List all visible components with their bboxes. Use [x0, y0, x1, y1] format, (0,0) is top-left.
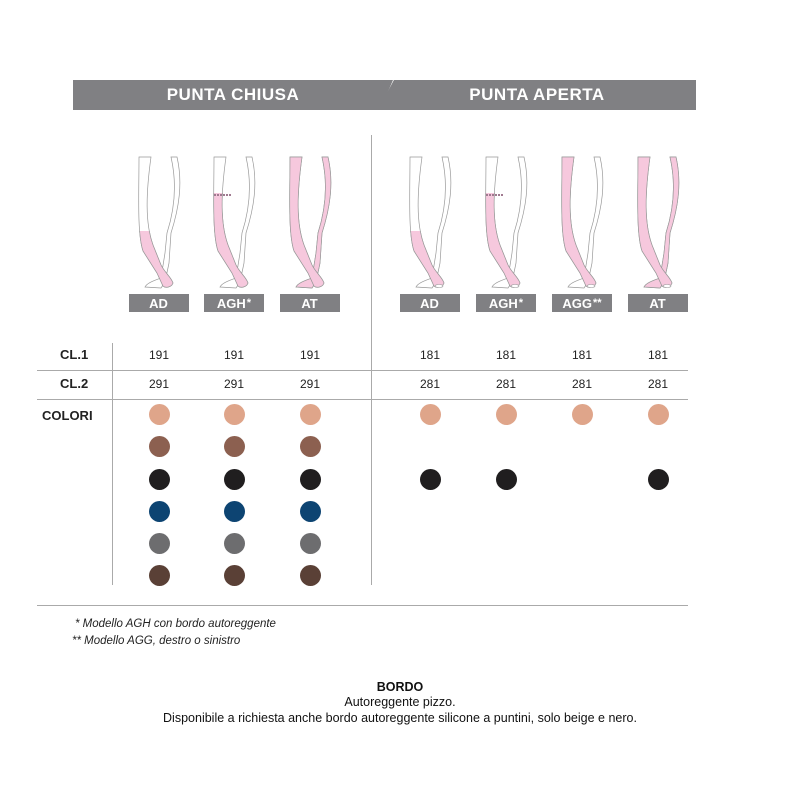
value-cl2: 291	[148, 377, 170, 391]
leg-illustration-ad	[398, 153, 462, 291]
color-swatch	[300, 565, 321, 586]
value-cl1: 181	[647, 348, 669, 362]
color-swatch	[572, 404, 593, 425]
value-cl2: 281	[647, 377, 669, 391]
row-divider-2	[37, 399, 688, 400]
value-cl1: 181	[419, 348, 441, 362]
row-label-cl2: CL.2	[60, 376, 89, 391]
color-swatch	[648, 404, 669, 425]
leg-illustration-at	[626, 153, 690, 291]
color-swatch	[149, 404, 170, 425]
color-swatch	[300, 436, 321, 457]
row-label-colori: COLORI	[42, 408, 93, 423]
color-swatch	[149, 565, 170, 586]
color-swatch	[300, 501, 321, 522]
value-cl1: 191	[223, 348, 245, 362]
color-swatch	[224, 436, 245, 457]
value-cl1: 181	[571, 348, 593, 362]
color-swatch	[149, 436, 170, 457]
model-code: AGH	[488, 295, 518, 311]
group-divider	[371, 135, 372, 585]
color-swatch	[224, 404, 245, 425]
row-label-cl1: CL.1	[60, 347, 89, 362]
leg-illustration-agh	[474, 153, 538, 291]
model-code: AT	[301, 295, 318, 311]
bottom-divider	[37, 605, 688, 606]
value-cl2: 281	[495, 377, 517, 391]
color-swatch	[420, 404, 441, 425]
model-label: AT	[280, 294, 340, 312]
header-punta-aperta: PUNTA APERTA	[378, 80, 696, 110]
leg-illustration-ad	[127, 153, 191, 291]
footnote-agg: ** Modello AGG, destro o sinistro	[72, 635, 241, 647]
color-swatch	[648, 469, 669, 490]
color-swatch	[300, 533, 321, 554]
footnote-agh: * Modello AGH con bordo autoreggente	[75, 618, 276, 630]
model-code: AT	[649, 295, 666, 311]
value-cl2: 291	[223, 377, 245, 391]
model-label: AT	[628, 294, 688, 312]
color-swatch	[496, 404, 517, 425]
color-swatch	[149, 501, 170, 522]
model-code: AD	[420, 295, 439, 311]
color-swatch	[224, 469, 245, 490]
value-cl2: 291	[299, 377, 321, 391]
color-swatch	[224, 533, 245, 554]
value-cl2: 281	[571, 377, 593, 391]
value-cl1: 191	[299, 348, 321, 362]
header-punta-chiusa: PUNTA CHIUSA	[73, 80, 393, 110]
leg-illustration-agh	[202, 153, 266, 291]
color-swatch	[149, 469, 170, 490]
model-code: AGH	[216, 295, 246, 311]
color-swatch	[300, 404, 321, 425]
model-label: AGH *	[476, 294, 536, 312]
leg-illustration-at	[278, 153, 342, 291]
footer-title: BORDO	[376, 680, 424, 694]
leg-illustration-agg	[550, 153, 614, 291]
value-cl1: 181	[495, 348, 517, 362]
color-swatch	[224, 565, 245, 586]
row-header-divider	[112, 343, 113, 585]
model-label: AD	[129, 294, 189, 312]
color-swatch	[496, 469, 517, 490]
color-swatch	[300, 469, 321, 490]
value-cl1: 191	[148, 348, 170, 362]
color-swatch	[224, 501, 245, 522]
row-divider-1	[37, 370, 688, 371]
model-label: AGH *	[204, 294, 264, 312]
footer-line-1: Autoreggente pizzo.	[344, 695, 456, 709]
model-code: AGG	[562, 295, 593, 311]
model-code: AD	[149, 295, 168, 311]
footer-line-2: Disponibile a richiesta anche bordo auto…	[163, 711, 637, 725]
model-label: AGG **	[552, 294, 612, 312]
color-swatch	[420, 469, 441, 490]
value-cl2: 281	[419, 377, 441, 391]
color-swatch	[149, 533, 170, 554]
model-label: AD	[400, 294, 460, 312]
